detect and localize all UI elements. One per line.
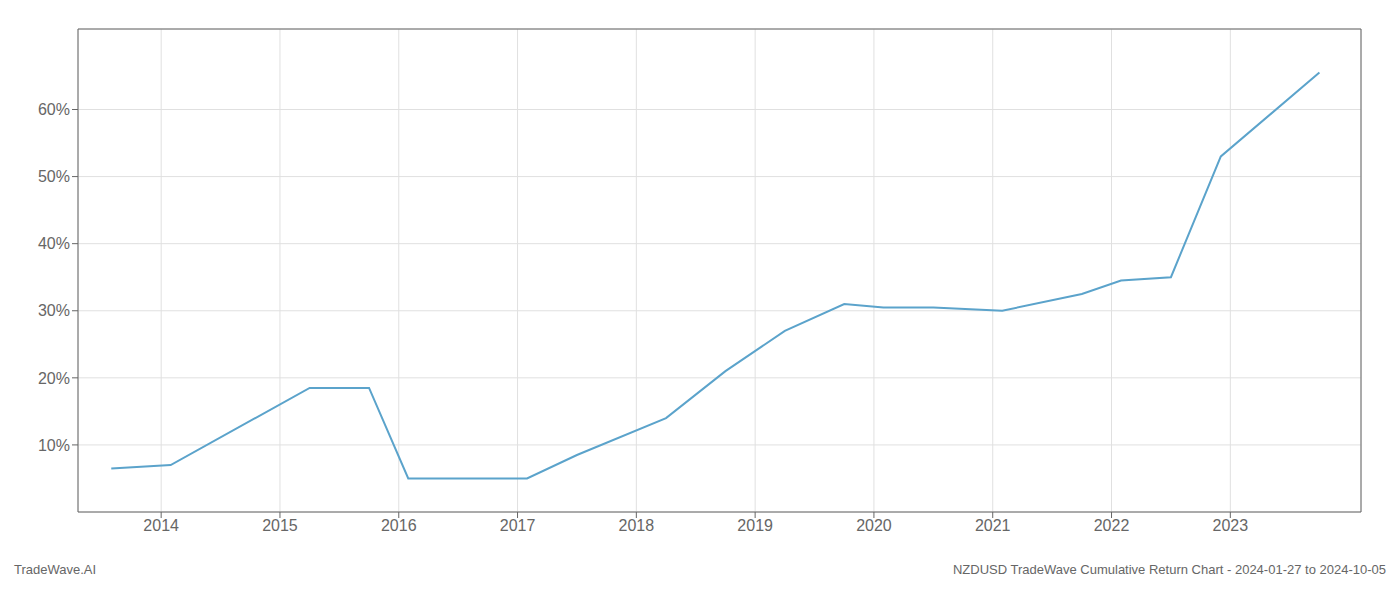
svg-text:2019: 2019 bbox=[737, 517, 773, 534]
svg-text:2015: 2015 bbox=[262, 517, 298, 534]
svg-text:2020: 2020 bbox=[856, 517, 892, 534]
svg-text:2017: 2017 bbox=[500, 517, 536, 534]
svg-text:2022: 2022 bbox=[1094, 517, 1130, 534]
svg-text:2018: 2018 bbox=[619, 517, 655, 534]
svg-text:2021: 2021 bbox=[975, 517, 1011, 534]
svg-text:60%: 60% bbox=[38, 101, 70, 118]
html-text:NZDUSD TradeWave Cumulative Re: NZDUSD TradeWave Cumulative Return Chart… bbox=[952, 562, 1386, 577]
svg-text:2014: 2014 bbox=[143, 517, 179, 534]
svg-text:20%: 20% bbox=[38, 370, 70, 387]
svg-text:40%: 40% bbox=[38, 235, 70, 252]
svg-text:10%: 10% bbox=[38, 437, 70, 454]
svg-text:30%: 30% bbox=[38, 302, 70, 319]
html-text:TradeWave.AI: TradeWave.AI bbox=[14, 562, 97, 577]
svg-text:2023: 2023 bbox=[1213, 517, 1249, 534]
svg-text:50%: 50% bbox=[38, 168, 70, 185]
svg-text:2016: 2016 bbox=[381, 517, 417, 534]
